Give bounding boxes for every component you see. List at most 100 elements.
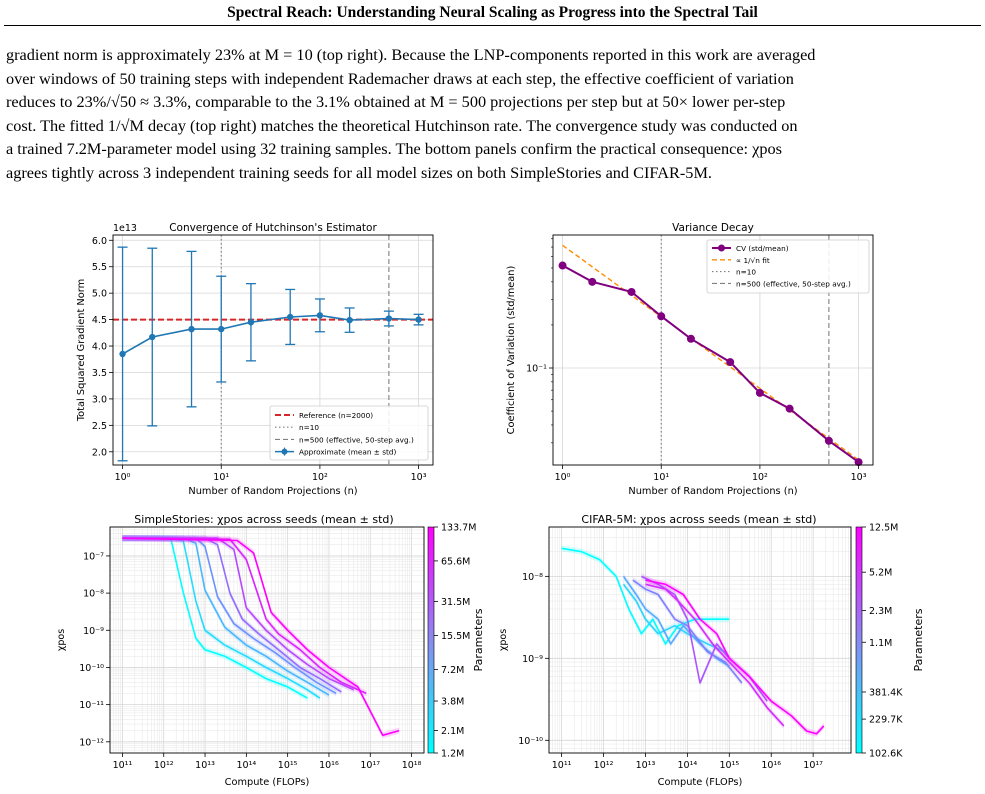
x-tick-label: 10¹⁶: [319, 760, 339, 771]
legend-label: ∝ 1/√n fit: [736, 256, 770, 265]
x-axis-label: Compute (FLOPs): [225, 777, 310, 788]
colorbar-tick-label: 12.5M: [869, 523, 898, 534]
colorbar-tick-label: 229.7K: [869, 715, 903, 726]
legend-label: CV (std/mean): [736, 244, 789, 253]
colorbar-tick-label: 1.1M: [869, 638, 892, 649]
data-point: [415, 316, 422, 323]
y-tick-label: 4.5: [92, 315, 107, 326]
x-tick-label: 10³: [411, 472, 427, 483]
series-line-15.5M: [122, 537, 342, 693]
data-point: [657, 312, 666, 321]
data-point: [686, 334, 695, 343]
x-axis-label: Number of Random Projections (n): [188, 486, 357, 497]
data-point: [785, 404, 794, 413]
legend-label: n=10: [736, 268, 756, 277]
colorbar-tick-label: 65.6M: [441, 556, 470, 567]
x-tick-label: 10¹⁶: [761, 760, 781, 771]
x-tick-label: 10³: [851, 472, 867, 483]
y-tick-label: 4.0: [92, 342, 107, 353]
body-line: agrees tightly across 3 independent trai…: [6, 162, 712, 182]
data-point: [247, 319, 255, 326]
legend-label: n=500 (effective, 50-step avg.): [299, 435, 414, 444]
series-line-102.6K: [561, 547, 730, 645]
x-tick-label: 10⁰: [555, 472, 571, 483]
x-tick-label: 10¹⁸: [402, 760, 422, 771]
y-axis-label: χpos: [56, 629, 67, 651]
x-tick-label: 10¹⁴: [236, 760, 256, 771]
body-line: cost. The fitted 1/√M decay (top right) …: [6, 115, 798, 135]
y-tick-label: 5.5: [92, 262, 107, 273]
y-tick-label: 10⁻¹¹: [79, 700, 104, 711]
std-band: [122, 535, 330, 699]
colorbar-tick-label: 1.2M: [441, 749, 464, 760]
data-point: [119, 350, 126, 358]
data-point: [824, 436, 833, 445]
x-tick-label: 10¹: [213, 472, 229, 483]
x-tick-label: 10¹³: [195, 760, 215, 771]
series-line-7.2M: [122, 537, 337, 695]
y-tick-label: 3.0: [92, 394, 107, 405]
y-tick-label: 10⁻⁷: [83, 551, 104, 562]
body-line: gradient norm is approximately 23% at M …: [6, 45, 816, 64]
y-axis-label: Total Squared Gradient Norm: [76, 279, 87, 422]
x-tick-label: 10²: [312, 472, 328, 483]
data-point: [149, 333, 156, 341]
variance-panel: [553, 235, 873, 467]
std-band: [632, 577, 742, 686]
x-tick-label: 10¹³: [636, 760, 656, 771]
legend-label: n=10: [299, 423, 319, 432]
legend-box: [269, 405, 429, 461]
y-tick-label: 2.5: [92, 421, 107, 432]
plot-frame: [548, 526, 852, 754]
y-tick-label: 10⁻⁹: [83, 626, 104, 637]
data-point: [316, 312, 324, 319]
data-point: [346, 316, 353, 324]
std-band: [122, 535, 342, 695]
x-tick-label: 10²: [752, 472, 768, 483]
plot-frame: [552, 234, 874, 466]
series-line-3.8M: [122, 537, 330, 696]
panel-title: SimpleStories: χpos across seeds (mean ±…: [134, 513, 393, 526]
legend-label: Reference (n=2000): [299, 411, 373, 420]
y-axis-label: Coefficient of Variation (std/mean): [506, 266, 517, 435]
data-point: [218, 325, 225, 333]
std-band: [122, 535, 320, 702]
y-tick-label: 5.0: [92, 289, 107, 300]
x-tick-label: 10¹²: [154, 760, 174, 771]
colorbar-tick-label: 3.8M: [441, 697, 464, 708]
panel-title: CIFAR-5M: χpos across seeds (mean ± std): [581, 513, 816, 526]
x-axis-label: Compute (FLOPs): [658, 777, 743, 788]
plot-frame: [112, 234, 434, 466]
colorbar: [427, 526, 435, 754]
colorbar: [855, 526, 863, 754]
y-tick-label: 10⁻⁸: [522, 572, 543, 583]
series-line-5.2M: [645, 583, 785, 727]
header-rule: [4, 25, 981, 26]
plot-frame: [109, 526, 425, 754]
data-point: [287, 313, 294, 321]
x-tick-label: 10¹¹: [552, 760, 572, 771]
legend-label: n=500 (effective, 50-step avg.): [736, 279, 851, 288]
colorbar-tick-label: 102.6K: [869, 749, 903, 760]
data-point: [558, 261, 567, 270]
x-tick-label: 10¹⁷: [360, 760, 380, 771]
body-line: reduces to 23%/√50 ≈ 3.3%, comparable to…: [6, 92, 786, 111]
y-tick-label: 6.0: [92, 236, 107, 247]
series-line-31.5M: [122, 537, 355, 691]
x-tick-label: 10¹⁷: [803, 760, 823, 771]
data-point: [588, 277, 597, 286]
body-line: a trained 7.2M-parameter model using 32 …: [6, 139, 782, 158]
colorbar-tick-label: 133.7M: [441, 523, 476, 534]
colorbar-tick-label: 31.5M: [441, 597, 470, 608]
y-tick-label: 2.0: [92, 447, 107, 458]
chi-panel: [109, 526, 425, 754]
y-tick-label: 10⁻⁸: [83, 589, 104, 600]
y-tick-label: 10⁻¹⁰: [79, 663, 104, 674]
series-line-1.1M: [632, 579, 743, 684]
colorbar-label: Parameters: [912, 608, 925, 671]
y-tick-label: 10⁻⁹: [522, 654, 543, 665]
legend-marker: [281, 448, 288, 455]
y-tick-label: 10⁻¹: [526, 364, 547, 375]
x-tick-label: 10¹⁵: [278, 760, 298, 771]
x-tick-label: 10¹²: [594, 760, 614, 771]
